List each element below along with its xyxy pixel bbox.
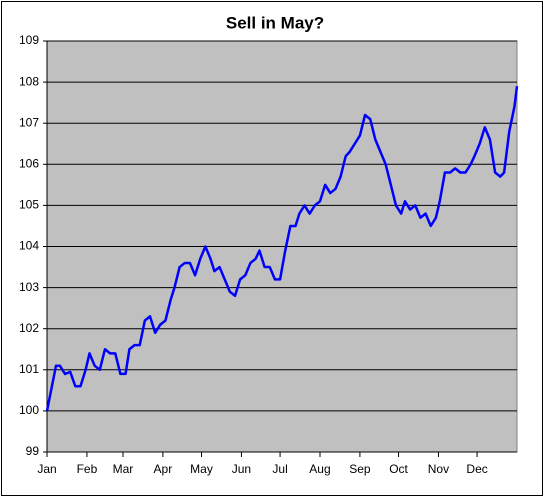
- chart-title: Sell in May?: [226, 13, 324, 32]
- y-tick-label: 103: [19, 280, 39, 294]
- y-tick-label: 102: [19, 321, 39, 335]
- y-tick-label: 99: [26, 444, 40, 458]
- x-tick-label: Feb: [77, 462, 98, 476]
- x-tick-label: Nov: [428, 462, 449, 476]
- x-tick-label: Jul: [272, 462, 287, 476]
- x-tick-label: Dec: [466, 462, 487, 476]
- y-tick-label: 106: [19, 156, 39, 170]
- x-tick-label: Jun: [232, 462, 251, 476]
- y-tick-label: 101: [19, 362, 39, 376]
- y-tick-label: 108: [19, 74, 39, 88]
- x-tick-label: Sep: [349, 462, 371, 476]
- x-tick-label: Oct: [389, 462, 408, 476]
- x-tick-label: Mar: [113, 462, 134, 476]
- x-tick-label: Apr: [154, 462, 173, 476]
- x-tick-label: Jan: [37, 462, 56, 476]
- y-tick-label: 107: [19, 115, 39, 129]
- y-tick-label: 100: [19, 403, 39, 417]
- y-tick-label: 105: [19, 198, 39, 212]
- data-line: [45, 86, 519, 412]
- x-tick-label: Aug: [309, 462, 330, 476]
- x-tick-label: May: [190, 462, 213, 476]
- y-tick-label: 109: [19, 33, 39, 47]
- y-tick-label: 104: [19, 239, 39, 253]
